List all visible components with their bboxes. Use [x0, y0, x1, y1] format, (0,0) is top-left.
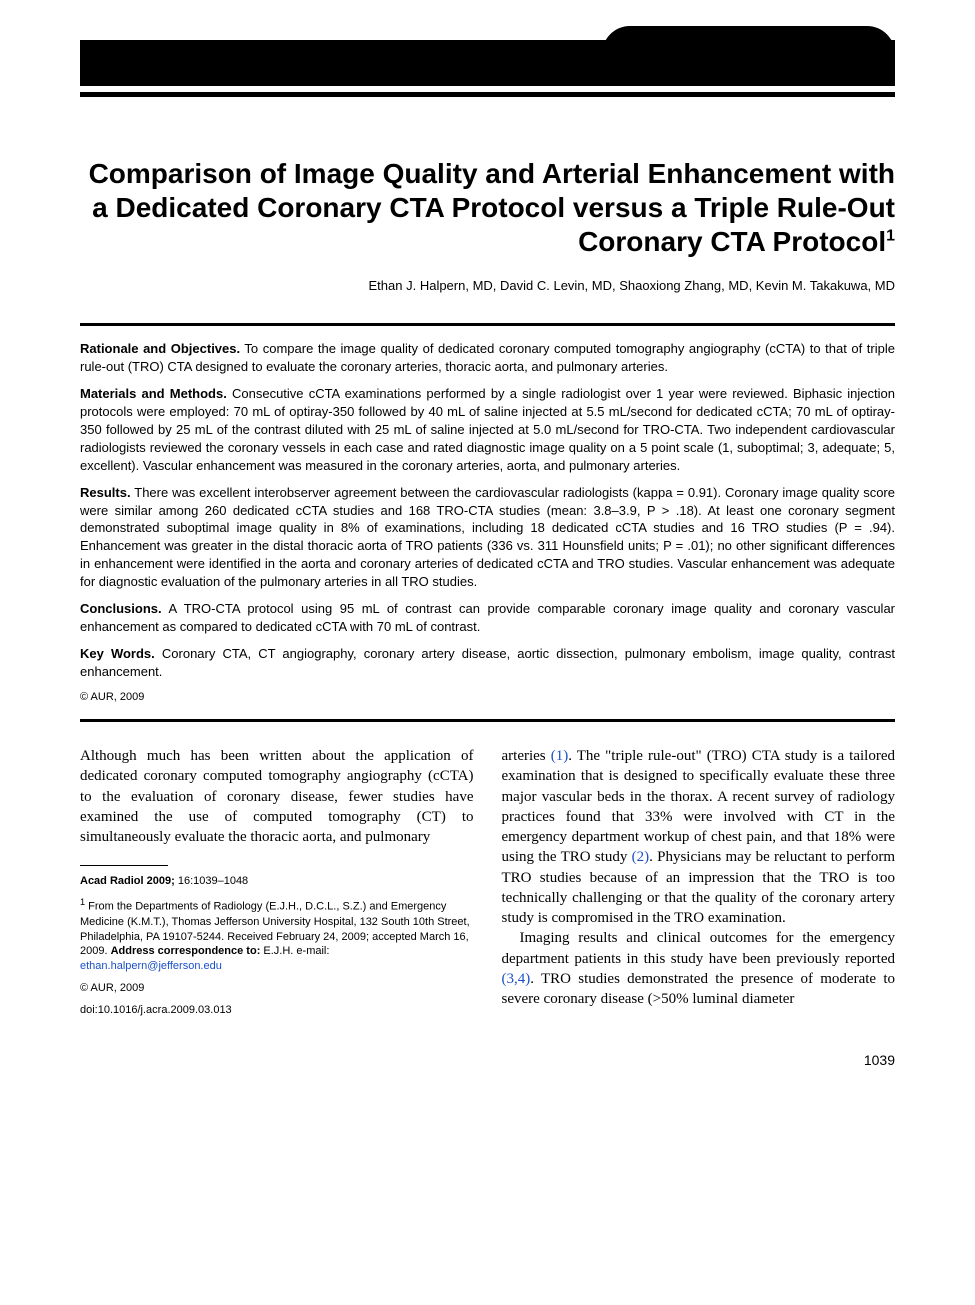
abstract-copyright: © AUR, 2009: [80, 690, 895, 705]
ref-1-link[interactable]: (1): [551, 748, 569, 764]
abstract-rule-top: [80, 323, 895, 326]
keywords-text: Coronary CTA, CT angiography, coronary a…: [80, 646, 895, 679]
title-block: Comparison of Image Quality and Arterial…: [80, 157, 895, 259]
abstract-rationale: Rationale and Objectives. To compare the…: [80, 340, 895, 376]
ref-2-link[interactable]: (2): [632, 849, 650, 865]
body-para-2: arteries (1). The "triple rule-out" (TRO…: [502, 746, 896, 928]
column-left: Although much has been written about the…: [80, 746, 474, 1025]
abstract-results: Results. There was excellent interobserv…: [80, 484, 895, 592]
header-band: Original Investigations: [80, 40, 895, 97]
title-text: Comparison of Image Quality and Arterial…: [89, 158, 895, 257]
conclusions-text: A TRO-CTA protocol using 95 mL of contra…: [80, 601, 895, 634]
body-columns: Although much has been written about the…: [80, 746, 895, 1025]
header-thin-rule: [80, 92, 895, 97]
ref-34-link[interactable]: (3,4): [502, 971, 531, 987]
footnote-rule: [80, 865, 168, 866]
column-right: arteries (1). The "triple rule-out" (TRO…: [502, 746, 896, 1025]
authors-line: Ethan J. Halpern, MD, David C. Levin, MD…: [80, 277, 895, 295]
abstract-keywords: Key Words. Coronary CTA, CT angiography,…: [80, 645, 895, 681]
citation-text: 16:1039–1048: [178, 875, 248, 887]
footnote-doi: doi:10.1016/j.acra.2009.03.013: [80, 1003, 474, 1018]
p3-b: . TRO studies demonstrated the presence …: [502, 971, 896, 1007]
article-title: Comparison of Image Quality and Arterial…: [80, 157, 895, 259]
page-number: 1039: [80, 1051, 895, 1070]
affil-text-b: E.J.H. e-mail:: [260, 945, 329, 957]
abstract-rule-bottom: [80, 719, 895, 722]
header-black-bar: [80, 40, 895, 86]
p2-a: arteries: [502, 748, 551, 764]
body-para-1: Although much has been written about the…: [80, 746, 474, 847]
p2-b: . The "triple rule-out" (TRO) CTA study …: [502, 748, 896, 865]
footnote-affiliation: 1 From the Departments of Radiology (E.J…: [80, 896, 474, 974]
footnote-copyright: © AUR, 2009: [80, 981, 474, 996]
results-text: There was excellent interobserver agreem…: [80, 485, 895, 590]
conclusions-label: Conclusions.: [80, 601, 162, 616]
affil-bold: Address correspondence to:: [111, 945, 261, 957]
affil-email-link[interactable]: ethan.halpern@jefferson.edu: [80, 960, 222, 972]
materials-label: Materials and Methods.: [80, 386, 227, 401]
footnote-citation: Acad Radiol 2009; 16:1039–1048: [80, 874, 474, 889]
citation-bold: Acad Radiol 2009;: [80, 875, 178, 887]
abstract-materials: Materials and Methods. Consecutive cCTA …: [80, 385, 895, 475]
abstract-block: Rationale and Objectives. To compare the…: [80, 340, 895, 705]
p3-a: Imaging results and clinical outcomes fo…: [502, 930, 896, 966]
rationale-label: Rationale and Objectives.: [80, 341, 240, 356]
body-para-3: Imaging results and clinical outcomes fo…: [502, 928, 896, 1009]
title-footnote-marker: 1: [886, 228, 895, 245]
results-label: Results.: [80, 485, 131, 500]
abstract-conclusions: Conclusions. A TRO-CTA protocol using 95…: [80, 600, 895, 636]
keywords-label: Key Words.: [80, 646, 155, 661]
